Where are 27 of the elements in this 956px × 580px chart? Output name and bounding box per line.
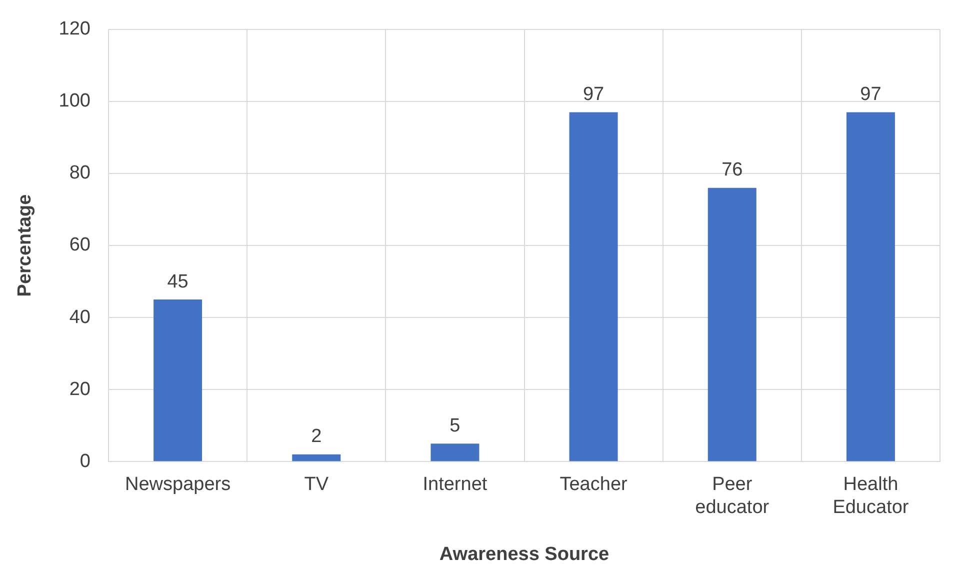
x-tick-label: TV <box>304 474 329 496</box>
y-tick-label: 120 <box>58 18 90 40</box>
data-label: 45 <box>167 271 188 292</box>
x-tick-label: Peer educator <box>695 474 770 518</box>
y-tick-label: 60 <box>69 234 90 256</box>
x-axis-title: Awareness Source <box>439 544 610 565</box>
data-label: 97 <box>860 84 882 105</box>
bar <box>154 300 202 462</box>
y-tick-label: 0 <box>80 450 90 472</box>
y-axis-title: Percentage <box>14 194 36 297</box>
x-tick-label: Health Educator <box>832 474 910 518</box>
y-tick-label: 40 <box>69 306 90 328</box>
data-label: 5 <box>450 415 460 436</box>
x-tick-label: Newspapers <box>124 474 231 496</box>
bar <box>846 112 895 462</box>
y-tick-label: 20 <box>69 378 90 400</box>
y-tick-label: 100 <box>58 90 90 112</box>
x-tick-label: Teacher <box>560 474 628 496</box>
bar <box>292 454 341 462</box>
data-label: 2 <box>311 426 322 448</box>
x-tick-label: Internet <box>422 474 488 496</box>
data-label: 76 <box>722 160 743 181</box>
bar <box>430 444 480 462</box>
bar <box>569 112 618 462</box>
y-tick-label: 80 <box>69 162 90 184</box>
data-label: 97 <box>582 84 604 105</box>
bar <box>708 188 756 462</box>
